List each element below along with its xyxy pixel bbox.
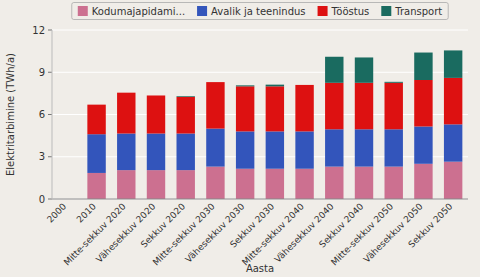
bar xyxy=(87,173,105,199)
y-tick xyxy=(48,156,52,157)
bar xyxy=(117,93,135,134)
y-axis-label: Elektritarbimine (TWh/a) xyxy=(5,53,16,176)
bar xyxy=(206,82,224,128)
bar xyxy=(355,83,373,129)
bar xyxy=(295,85,313,131)
y-tick-label: 12 xyxy=(32,25,45,36)
bar xyxy=(236,169,254,199)
legend: Kodumajapidami... Avalik ja teenindus Töös… xyxy=(72,3,448,20)
y-tick xyxy=(48,114,52,115)
bar xyxy=(385,167,403,199)
y-axis-line xyxy=(52,30,53,199)
y-tick xyxy=(48,199,52,200)
bar xyxy=(206,129,224,167)
legend-swatch xyxy=(197,6,207,16)
bar xyxy=(147,95,165,133)
legend-label: Kodumajapidami... xyxy=(92,6,185,17)
bars xyxy=(87,50,462,199)
bar xyxy=(87,105,105,135)
bar xyxy=(355,129,373,166)
y-tick-label: 3 xyxy=(39,151,45,162)
bar xyxy=(325,167,343,199)
x-tick-label: Sekkuv 2050 xyxy=(406,201,454,249)
bar xyxy=(444,162,462,199)
bar xyxy=(147,95,165,96)
grid-line xyxy=(52,156,468,157)
grid-line xyxy=(52,30,468,31)
x-tick-label: 2000 xyxy=(45,201,68,224)
bar xyxy=(444,78,462,124)
bar xyxy=(414,53,432,80)
bar xyxy=(177,170,195,199)
bar xyxy=(87,134,105,173)
background xyxy=(0,0,480,277)
bar xyxy=(266,85,284,87)
bar xyxy=(414,80,432,126)
grid xyxy=(48,30,468,199)
legend-swatch xyxy=(318,6,328,16)
bar xyxy=(147,170,165,199)
bar xyxy=(206,167,224,199)
legend-frame xyxy=(72,3,448,20)
bar xyxy=(295,131,313,168)
y-tick-label: 9 xyxy=(39,67,45,78)
bar xyxy=(295,169,313,199)
bar xyxy=(355,57,373,82)
y-tick xyxy=(48,30,52,31)
bar xyxy=(444,50,462,77)
y-tick xyxy=(48,72,52,73)
bar xyxy=(236,131,254,168)
x-tick-label: 2010 xyxy=(75,201,98,224)
bar xyxy=(117,92,135,93)
bar xyxy=(295,84,313,85)
bar xyxy=(177,97,195,134)
bar xyxy=(87,104,105,105)
bar xyxy=(385,129,403,166)
bar xyxy=(266,169,284,199)
y-tick-label: 0 xyxy=(39,194,45,205)
bar xyxy=(325,83,343,129)
bar xyxy=(147,134,165,171)
legend-label: Tööstus xyxy=(331,6,370,17)
bar xyxy=(414,126,432,163)
x-axis-label: Aasta xyxy=(246,263,274,274)
bar xyxy=(236,86,254,131)
legend-label: Avalik ja teenindus xyxy=(211,6,306,17)
grid-line xyxy=(52,114,468,115)
grid-line xyxy=(52,72,468,73)
bar xyxy=(236,85,254,87)
legend-label: Transport xyxy=(394,6,442,17)
bar xyxy=(385,81,403,83)
bar xyxy=(117,134,135,171)
bar xyxy=(117,170,135,199)
bar xyxy=(325,129,343,166)
bar xyxy=(266,131,284,168)
x-axis-line xyxy=(52,199,468,200)
bar xyxy=(206,82,224,83)
y-tick-label: 6 xyxy=(39,109,45,120)
bar xyxy=(444,124,462,161)
bar xyxy=(325,57,343,83)
bar xyxy=(385,83,403,129)
legend-swatch xyxy=(78,6,88,16)
bar xyxy=(414,164,432,199)
chart: 03691220002010Mitte-sekkuv 2020Vähesekku… xyxy=(0,0,480,277)
bar xyxy=(177,96,195,98)
grid-line xyxy=(52,199,468,200)
bar xyxy=(177,134,195,171)
bar xyxy=(355,167,373,199)
legend-swatch xyxy=(381,6,391,16)
bar xyxy=(266,86,284,131)
